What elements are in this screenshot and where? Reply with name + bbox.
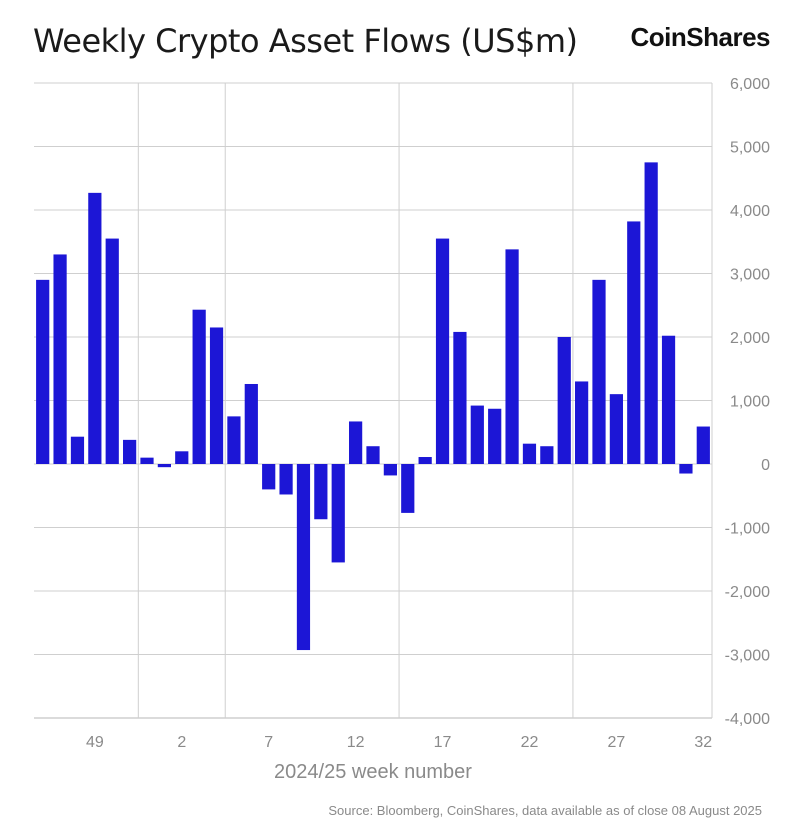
bar-week-28	[627, 221, 641, 464]
bar-week-46	[36, 279, 50, 464]
bar-week-6	[244, 383, 258, 464]
y-axis-tick-labels: 6,000 5,000 4,000 3,000 2,000 1,000 0 -1,000 -2,…	[725, 76, 770, 728]
source-note: Source: Bloomberg, CoinShares, data avai…	[328, 803, 762, 818]
x-tick-label: 17	[434, 734, 452, 751]
y-tick-label: -3,000	[725, 648, 770, 665]
bar-week-22	[522, 443, 537, 464]
bar-week-2	[175, 451, 189, 464]
bar-week-12	[349, 421, 363, 464]
bar-week-8	[279, 464, 293, 495]
x-tick-label: 7	[264, 734, 273, 751]
bar-week-7	[262, 464, 276, 490]
bar-week-23	[540, 446, 554, 464]
bar-week-27	[609, 394, 623, 464]
bar-week-11	[331, 464, 345, 563]
y-tick-label: 1,000	[730, 394, 770, 411]
bar-week-3	[192, 309, 206, 464]
bar-series	[36, 162, 710, 651]
y-tick-label: 5,000	[730, 140, 770, 157]
bar-week-47	[53, 254, 67, 464]
bar-week-30	[661, 335, 676, 464]
bar-week-51	[123, 439, 137, 464]
bar-week-26	[592, 279, 606, 464]
bar-week-50	[105, 238, 119, 464]
y-tick-label: -1,000	[725, 521, 770, 538]
bar-week-48	[70, 436, 85, 464]
x-tick-label: 27	[607, 734, 625, 751]
coinshares-logo: CoinShares	[630, 22, 771, 52]
bar-week-17	[435, 238, 450, 464]
x-tick-label: 49	[86, 734, 104, 751]
bar-week-10	[314, 464, 328, 520]
bar-week-18	[453, 331, 467, 464]
y-tick-label: -2,000	[725, 584, 770, 601]
y-tick-label: 4,000	[730, 203, 770, 220]
chart-title: Weekly Crypto Asset Flows (US$m)	[33, 22, 578, 60]
x-tick-label: 22	[521, 734, 539, 751]
bar-week-52	[140, 457, 154, 464]
bar-week-4	[209, 327, 224, 464]
bar-week-29	[644, 162, 658, 464]
bar-week-49	[88, 192, 102, 465]
bar-week-21	[505, 249, 519, 464]
vertical-gridlines	[137, 83, 713, 718]
bar-week-1	[157, 464, 171, 468]
bar-week-19	[470, 405, 484, 464]
y-tick-label: 0	[761, 457, 770, 474]
bar-week-31	[679, 464, 693, 474]
x-tick-label: 12	[347, 734, 365, 751]
x-tick-label: 32	[694, 734, 712, 751]
bar-week-16	[418, 457, 432, 464]
bar-week-15	[401, 464, 415, 513]
x-axis-tick-labels: 49 2 7 12 17 22 27 32	[86, 734, 712, 751]
y-tick-label: -4,000	[725, 711, 770, 728]
x-axis-label: 2024/25 week number	[274, 761, 472, 783]
x-tick-label: 2	[177, 734, 186, 751]
bar-week-14	[383, 464, 397, 476]
bar-week-13	[366, 446, 380, 464]
y-tick-label: 2,000	[730, 330, 770, 347]
bar-week-24	[557, 337, 571, 464]
bar-week-25	[575, 381, 589, 464]
y-tick-label: 6,000	[730, 76, 770, 93]
y-tick-label: 3,000	[730, 267, 770, 284]
bar-week-20	[488, 408, 502, 464]
bar-week-5	[227, 416, 241, 464]
bar-week-32	[696, 426, 710, 464]
bar-week-9	[296, 464, 311, 651]
